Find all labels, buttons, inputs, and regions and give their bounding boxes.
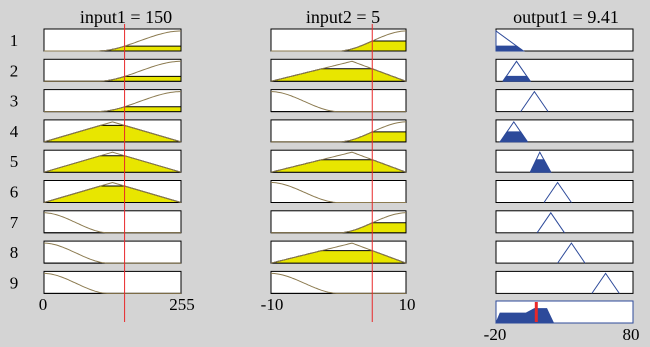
input2-mf-curve <box>271 30 406 52</box>
output1-mf-plot <box>495 58 634 82</box>
output1-mf-plot <box>495 210 634 234</box>
output1-mf-curve <box>499 121 528 143</box>
input2-mf-curve <box>270 60 407 82</box>
input2-mf-curve <box>270 151 407 173</box>
input2-mf-curve <box>270 242 407 264</box>
output1-mf-curve <box>591 272 620 294</box>
input1-mf-curve <box>44 60 181 82</box>
input2-mf-plot <box>270 180 407 203</box>
input1-axis-max: 255 <box>169 295 195 314</box>
input1-header: input1 = 150 <box>80 7 172 27</box>
rule-number: 5 <box>10 152 19 171</box>
output1-mf-curve <box>543 181 572 203</box>
input1-mf-plot <box>43 270 182 294</box>
output1-mf-curve <box>529 151 552 173</box>
input2-mf-curve <box>271 182 406 203</box>
output1-mf-plot <box>495 270 634 294</box>
aggregate-output-fill <box>495 308 555 324</box>
rule-number: 2 <box>10 61 19 80</box>
output1-axis-max: 80 <box>623 325 640 344</box>
input2-axis-min: -10 <box>261 295 284 314</box>
input1-mf-plot <box>43 240 182 264</box>
input2-mf-curve <box>271 121 406 143</box>
input2-mf-curve <box>271 91 406 113</box>
output1-mf-plot <box>495 240 634 264</box>
input1-mf-curve <box>44 242 181 264</box>
output1-header: output1 = 9.41 <box>513 7 619 27</box>
output1-mf-plot <box>495 119 634 143</box>
input2-mf-curve <box>271 212 406 234</box>
input1-mf-curve <box>43 121 182 143</box>
output1-mf-plot <box>495 89 634 113</box>
rule-number: 8 <box>10 243 19 262</box>
input1-mf-curve <box>43 181 182 203</box>
rule-number: 3 <box>10 92 19 111</box>
output1-mf-curve <box>520 90 549 112</box>
input2-mf-curve <box>271 272 406 294</box>
rule-number: 9 <box>10 273 19 292</box>
output1-mf-curve <box>557 242 586 264</box>
rule-number: 6 <box>10 183 19 202</box>
rule-number: 1 <box>10 31 19 50</box>
input1-mf-curve <box>44 91 181 113</box>
output1-mf-plot <box>495 180 634 203</box>
input1-axis-min: 0 <box>39 295 48 314</box>
output1-mf-curve <box>536 211 565 234</box>
input1-mf-curve <box>44 212 181 234</box>
output1-mf-curve <box>495 30 524 52</box>
output1-mf-plot <box>495 149 634 173</box>
output1-axis-min: -20 <box>484 325 507 344</box>
rule-number: 4 <box>10 122 19 141</box>
rule-number: 7 <box>10 213 19 232</box>
input1-mf-plot <box>43 210 182 234</box>
output1-mf-curve <box>502 60 531 82</box>
output1-mf-fill <box>502 75 532 82</box>
input1-mf-curve <box>43 151 182 173</box>
input2-axis-max: 10 <box>399 295 416 314</box>
input1-mf-curve <box>44 272 181 294</box>
input2-mf-plot <box>270 270 407 294</box>
input1-mf-curve <box>44 30 181 52</box>
input2-mf-plot <box>270 89 407 113</box>
input2-header: input2 = 5 <box>306 7 380 27</box>
